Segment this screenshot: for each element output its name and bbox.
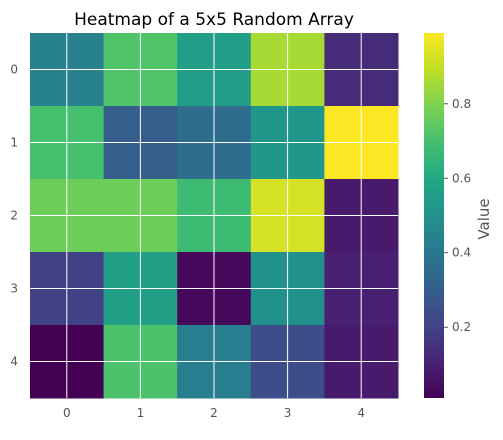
colorbar: 0.2 0.4 0.6 0.8 Value xyxy=(424,33,493,398)
y-tick-label: 1 xyxy=(10,136,18,150)
colorbar-gradient xyxy=(424,33,444,398)
y-tick-label: 0 xyxy=(10,63,18,77)
x-tick-label: 2 xyxy=(210,406,218,420)
x-tick-label: 4 xyxy=(357,406,365,420)
x-axis-ticks: 0 1 2 3 4 xyxy=(63,406,365,420)
y-axis-ticks: 0 1 2 3 4 xyxy=(10,63,18,369)
colorbar-tick-label: 0.4 xyxy=(452,246,471,260)
x-tick-label: 1 xyxy=(137,406,145,420)
colorbar-tick-label: 0.8 xyxy=(452,97,471,111)
heatmap-gridlines xyxy=(30,33,398,398)
colorbar-tick-label: 0.2 xyxy=(452,320,471,334)
x-tick-label: 0 xyxy=(63,406,71,420)
y-tick-label: 2 xyxy=(10,209,18,223)
chart-title: Heatmap of a 5x5 Random Array xyxy=(74,10,354,30)
colorbar-tick-label: 0.6 xyxy=(452,171,471,185)
x-tick-label: 3 xyxy=(284,406,292,420)
colorbar-label: Value xyxy=(475,198,493,239)
y-tick-label: 3 xyxy=(10,282,18,296)
colorbar-ticks: 0.2 0.4 0.6 0.8 xyxy=(444,97,471,334)
y-tick-label: 4 xyxy=(10,355,18,369)
